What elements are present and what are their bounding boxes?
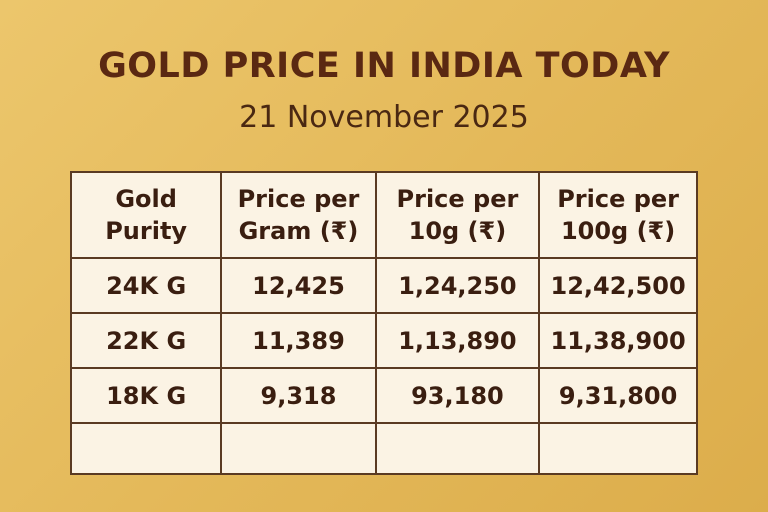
column-header: Price per 10g (₹) bbox=[374, 171, 541, 259]
column-header-line: 10g (₹) bbox=[408, 217, 507, 245]
column-header-line: Gram (₹) bbox=[238, 217, 359, 245]
price-cell: 1,24,250 bbox=[374, 257, 541, 314]
title: GOLD PRICE IN INDIA TODAY bbox=[98, 46, 670, 86]
price-cell: 11,38,900 bbox=[538, 312, 698, 369]
table-row: 24K G 12,425 1,24,250 12,42,500 bbox=[69, 257, 698, 314]
column-header: Price per 100g (₹) bbox=[538, 171, 698, 259]
empty-cell bbox=[538, 422, 698, 475]
empty-cell bbox=[69, 422, 223, 475]
price-table: Gold Purity Price per Gram (₹) Price per 10g … bbox=[69, 171, 698, 475]
price-cell: 93,180 bbox=[374, 367, 541, 424]
column-header-line: Price per bbox=[237, 185, 360, 213]
price-cell: 9,31,800 bbox=[538, 367, 698, 424]
purity-cell: 22K G bbox=[69, 312, 223, 369]
empty-cell bbox=[220, 422, 377, 475]
subtitle: 21 November 2025 bbox=[239, 100, 529, 135]
header-row: Gold Purity Price per Gram (₹) Price per 10g … bbox=[69, 171, 698, 259]
column-header: Price per Gram (₹) bbox=[220, 171, 377, 259]
table-row: 18K G 9,318 93,180 9,31,800 bbox=[69, 367, 698, 424]
column-header-line: Purity bbox=[105, 217, 188, 245]
purity-cell: 24K G bbox=[69, 257, 223, 314]
price-cell: 12,42,500 bbox=[538, 257, 698, 314]
price-cell: 9,318 bbox=[220, 367, 377, 424]
price-cell: 1,13,890 bbox=[374, 312, 541, 369]
column-header-line: Price per bbox=[396, 185, 519, 213]
column-header-line: Gold bbox=[115, 185, 177, 213]
price-cell: 12,425 bbox=[220, 257, 377, 314]
empty-row bbox=[69, 422, 698, 475]
purity-cell: 18K G bbox=[69, 367, 223, 424]
table-body: 24K G 12,425 1,24,250 12,42,500 22K G 11,389 1… bbox=[69, 257, 698, 475]
column-header-line: 100g (₹) bbox=[560, 217, 676, 245]
table-row: 22K G 11,389 1,13,890 11,38,900 bbox=[69, 312, 698, 369]
table-head: Gold Purity Price per Gram (₹) Price per 10g … bbox=[69, 171, 698, 259]
price-cell: 11,389 bbox=[220, 312, 377, 369]
empty-cell bbox=[374, 422, 541, 475]
column-header-line: Price per bbox=[557, 185, 679, 213]
column-header: Gold Purity bbox=[69, 171, 223, 259]
